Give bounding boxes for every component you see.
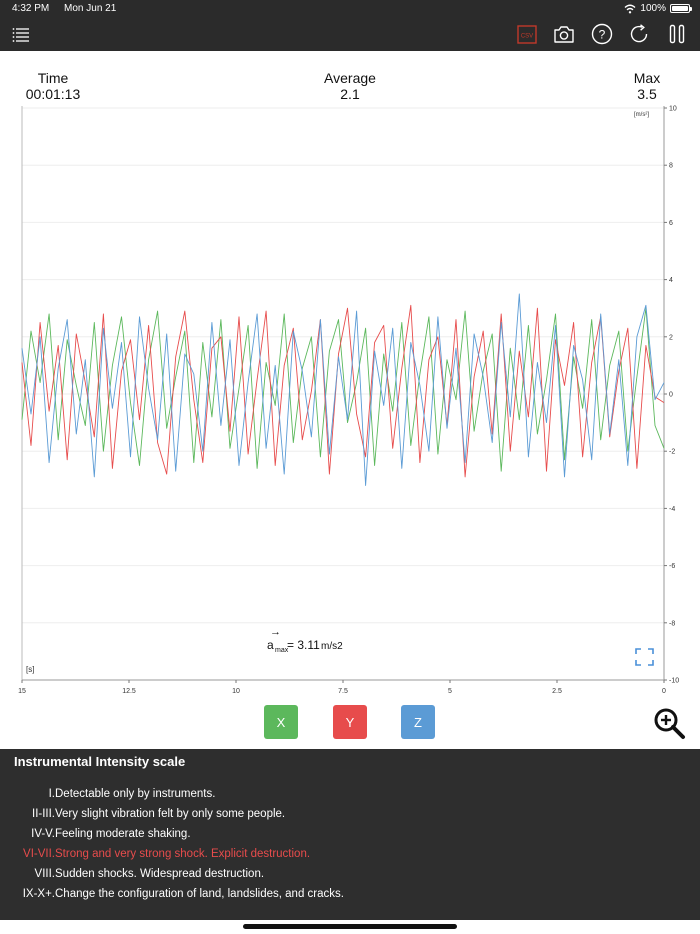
intensity-description: Detectable only by instruments. [55,788,216,800]
intensity-description: Strong and very strong shock. Explicit d… [55,848,311,860]
intensity-description: Sudden shocks. Widespread destruction. [55,868,265,880]
intensity-row: I. Detectable only by instruments. [0,786,700,802]
home-indicator[interactable] [243,924,457,929]
x-tick-label: 10 [232,688,240,695]
intensity-level: IV-V. [31,828,55,840]
intensity-scale-title: Instrumental Intensity scale [14,754,186,769]
intensity-level: I. [48,788,55,800]
x-tick-label: 0 [662,688,666,695]
intensity-description: Change the configuration of land, landsl… [55,888,344,900]
x-tick-label: 15 [18,688,26,695]
y-tick-label: -10 [669,678,679,685]
y-unit-label: [m/s²] [634,112,649,118]
y-tick-label: -6 [669,563,675,570]
y-tick-label: -8 [669,620,675,627]
amax-subscript: max [275,647,289,654]
max-stat: Max 3.5 [622,70,672,102]
status-time: 4:32 PM [12,3,50,14]
zoom-in-icon[interactable] [652,706,686,740]
time-value: 00:01:13 [25,86,81,102]
x-tick-label: 7.5 [338,688,348,695]
top-bar: 4:32 PM Mon Jun 21 100% CSV ? [0,0,700,51]
y-tick-label: 0 [669,392,673,399]
chart-grid [22,107,664,681]
y-tick-label: 8 [669,163,673,170]
z-axis-toggle-button[interactable]: Z [401,705,435,739]
home-indicator-bar [0,920,700,934]
refresh-icon[interactable] [627,22,651,46]
battery-icon [670,4,692,13]
x-axis-toggle-button[interactable]: X [264,705,298,739]
csv-export-icon[interactable]: CSV [515,22,539,46]
amax-value: = 3.11 [287,638,320,652]
y-tick-label: -4 [669,506,675,513]
average-value: 2.1 [340,86,360,102]
help-icon[interactable]: ? [590,22,614,46]
intensity-level: II-III. [32,808,55,820]
x-tick-label: 2.5 [552,688,562,695]
max-value: 3.5 [637,86,657,102]
intensity-description: Feeling moderate shaking. [55,828,191,840]
time-stat: Time 00:01:13 [18,70,88,102]
status-bar-left: 4:32 PM Mon Jun 21 [12,3,128,14]
intensity-level: IX-X+. [22,888,55,900]
status-bar-right: 100% [624,3,692,14]
intensity-row: VIII. Sudden shocks. Widespread destruct… [0,866,700,882]
intensity-row: IV-V. Feeling moderate shaking. [0,826,700,842]
intensity-row: II-III. Very slight vibration felt by on… [0,806,700,822]
x-tick-label: 5 [448,688,452,695]
y-tick-label: -2 [669,449,675,456]
menu-icon[interactable] [10,22,34,46]
fullscreen-icon[interactable] [635,648,654,666]
intensity-description: Very slight vibration felt by only some … [55,808,286,820]
series-layer [21,293,665,486]
wifi-icon [624,4,636,13]
y-tick-labels: 10 8 6 4 2 0 -2 -4 -6 -8 -10 [664,106,679,685]
acceleration-chart: 10 8 6 4 2 0 -2 -4 -6 -8 -10 15 12.5 10 7.5 5 2.5 0 [m/s… [18,106,679,696]
y-axis-toggle-button[interactable]: Y [333,705,367,739]
svg-text:?: ? [599,28,606,42]
intensity-row-active: VI-VII. Strong and very strong shock. Ex… [0,846,700,862]
intensity-level: VIII. [34,868,55,880]
battery-percent: 100% [640,3,666,14]
average-label: Average [324,70,376,86]
status-date: Mon Jun 21 [64,3,117,14]
x-tick-label: 12.5 [122,688,136,695]
intensity-level: VI-VII. [23,848,55,860]
csv-icon-label: CSV [521,34,533,40]
y-tick-label: 6 [669,220,673,227]
y-tick-label: 2 [669,334,673,341]
time-label: Time [37,70,69,86]
svg-text:→: → [270,626,281,638]
y-tick-label: 4 [669,277,673,284]
amax-symbol: a [267,638,274,652]
average-stat: Average 2.1 [310,70,390,102]
intensity-row: IX-X+. Change the configuration of land,… [0,886,700,902]
camera-icon[interactable] [552,22,576,46]
x-tick-labels: 15 12.5 10 7.5 5 2.5 0 [18,680,666,695]
x-unit-label: [s] [26,665,34,674]
max-label: Max [633,70,661,86]
stats-row: Time 00:01:13 Average 2.1 Max 3.5 [0,60,700,104]
y-tick-label: 10 [669,106,677,113]
series-line-z [21,293,665,486]
intensity-scale-panel: Instrumental Intensity scale I. Detectab… [0,749,700,920]
series-line-x [21,307,665,472]
amax-annotation: → a max = 3.11 m/s2 [267,626,343,654]
pause-icon[interactable] [665,22,689,46]
amax-unit: m/s2 [321,641,343,652]
